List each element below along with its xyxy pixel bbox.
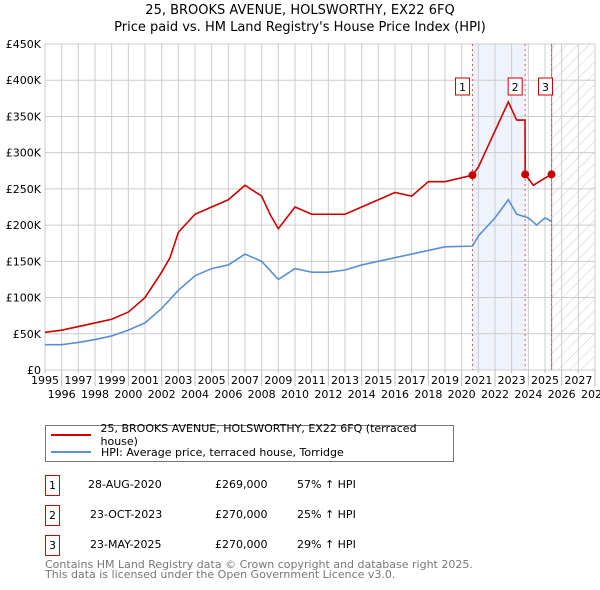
sale-label: 2: [512, 81, 519, 94]
sale-hpi-diff: 25% ↑ HPI: [297, 508, 356, 521]
sale-point: [468, 171, 477, 180]
x-tick-label: 2013: [331, 374, 359, 387]
title-line1: 25, BROOKS AVENUE, HOLSWORTHY, EX22 6FQ: [145, 3, 455, 18]
y-tick-label: £50K: [13, 328, 42, 341]
y-tick-label: £350K: [6, 110, 42, 123]
sale-label-box: [507, 77, 523, 96]
sale-number: 3: [45, 535, 60, 556]
legend-label-property: 25, BROOKS AVENUE, HOLSWORTHY, EX22 6FQ …: [100, 422, 417, 448]
footer: Contains HM Land Registry data © Crown c…: [45, 558, 473, 581]
x-tick-label: 2002: [148, 388, 176, 401]
x-tick-label: 2008: [248, 388, 276, 401]
x-tick-label: 2014: [348, 388, 376, 401]
sale-price: £270,000: [215, 538, 268, 551]
x-tick-label: 2025: [531, 374, 559, 387]
y-tick-label: £400K: [6, 74, 42, 87]
x-tick-label: 1996: [48, 388, 76, 401]
x-tick-label: 2012: [314, 388, 342, 401]
y-tick-label: £300K: [6, 147, 42, 160]
sale-hpi-diff: 29% ↑ HPI: [297, 538, 356, 551]
x-tick-label: 1997: [64, 374, 92, 387]
x-tick-label: 2000: [114, 388, 142, 401]
x-tick-label: 2001: [131, 374, 159, 387]
y-tick-label: £200K: [6, 219, 42, 232]
x-tick-label: 2023: [498, 374, 526, 387]
x-tick-label: 2024: [514, 388, 542, 401]
sale-date: 28-AUG-2020: [88, 478, 162, 491]
x-tick-label: 2005: [198, 374, 226, 387]
sale-number: 2: [45, 505, 60, 526]
x-tick-label: 2022: [481, 388, 509, 401]
legend-swatch-property: [51, 434, 91, 436]
sale-date: 23-OCT-2023: [90, 508, 163, 521]
footer-licence: This data is licensed under the Open Gov…: [45, 568, 396, 581]
sale-hpi-diff: 57% ↑ HPI: [297, 478, 356, 491]
y-tick-label: £450K: [6, 38, 42, 51]
x-tick-label: 1995: [31, 374, 59, 387]
legend-swatch-hpi: [51, 451, 91, 453]
legend-item-property: 25, BROOKS AVENUE, HOLSWORTHY, EX22 6FQ …: [46, 422, 453, 448]
x-tick-label: 2019: [431, 374, 459, 387]
x-tick-label: 2006: [214, 388, 242, 401]
sale-label-box: [455, 77, 470, 96]
title-line2: Price paid vs. HM Land Registry's House …: [114, 20, 486, 35]
x-tick-label: 2020: [448, 388, 476, 401]
x-tick-label: 2007: [231, 374, 259, 387]
x-tick-label: 2016: [381, 388, 409, 401]
x-tick-label: 2027: [564, 374, 592, 387]
sale-label: 1: [459, 81, 466, 94]
future-hatch: [551, 44, 595, 370]
sale-row: 1 28-AUG-2020 £269,000 57% ↑ HPI: [45, 475, 495, 496]
sale-price: £270,000: [215, 508, 268, 521]
x-tick-label: 2003: [164, 374, 192, 387]
footer-copyright: Contains HM Land Registry data © Crown c…: [45, 558, 473, 571]
sale-date: 23-MAY-2025: [90, 538, 162, 551]
x-tick-label: 2004: [181, 388, 209, 401]
sale-row: 2 23-OCT-2023 £270,000 25% ↑ HPI: [45, 505, 495, 526]
sale-label: 3: [542, 81, 549, 94]
legend-item-hpi: HPI: Average price, terraced house, Torr…: [46, 444, 344, 460]
sale-point: [521, 170, 530, 179]
y-tick-label: £0: [27, 364, 41, 377]
sale-point: [547, 170, 556, 179]
x-tick-label: 1999: [98, 374, 126, 387]
x-tick-label: 1998: [81, 388, 109, 401]
property-price-line: [44, 100, 553, 334]
sale-label-box: [538, 77, 553, 96]
legend: 25, BROOKS AVENUE, HOLSWORTHY, EX22 6FQ …: [45, 422, 454, 462]
chart-title: 25, BROOKS AVENUE, HOLSWORTHY, EX22 6FQ …: [0, 2, 600, 36]
x-tick-label: 2015: [364, 374, 392, 387]
x-tick-label: 2021: [464, 374, 492, 387]
x-tick-label: 2010: [281, 388, 309, 401]
x-tick-label: 2018: [414, 388, 442, 401]
y-tick-label: £250K: [6, 183, 42, 196]
hpi-line: [45, 198, 553, 346]
x-tick-label: 2028: [581, 388, 600, 401]
y-tick-label: £150K: [6, 255, 42, 268]
x-tick-label: 2026: [548, 388, 576, 401]
x-tick-label: 2017: [398, 374, 426, 387]
x-tick-label: 2009: [264, 374, 292, 387]
sale-period-shade: [472, 44, 526, 370]
sale-row: 3 23-MAY-2025 £270,000 29% ↑ HPI: [45, 535, 495, 556]
sale-price: £269,000: [215, 478, 268, 491]
price-chart: 1995199619971998199920002001200220032004…: [6, 38, 600, 401]
sale-number: 1: [45, 475, 60, 496]
y-tick-label: £100K: [6, 292, 42, 305]
legend-label-hpi: HPI: Average price, terraced house, Torr…: [101, 445, 344, 459]
x-tick-label: 2011: [298, 374, 326, 387]
